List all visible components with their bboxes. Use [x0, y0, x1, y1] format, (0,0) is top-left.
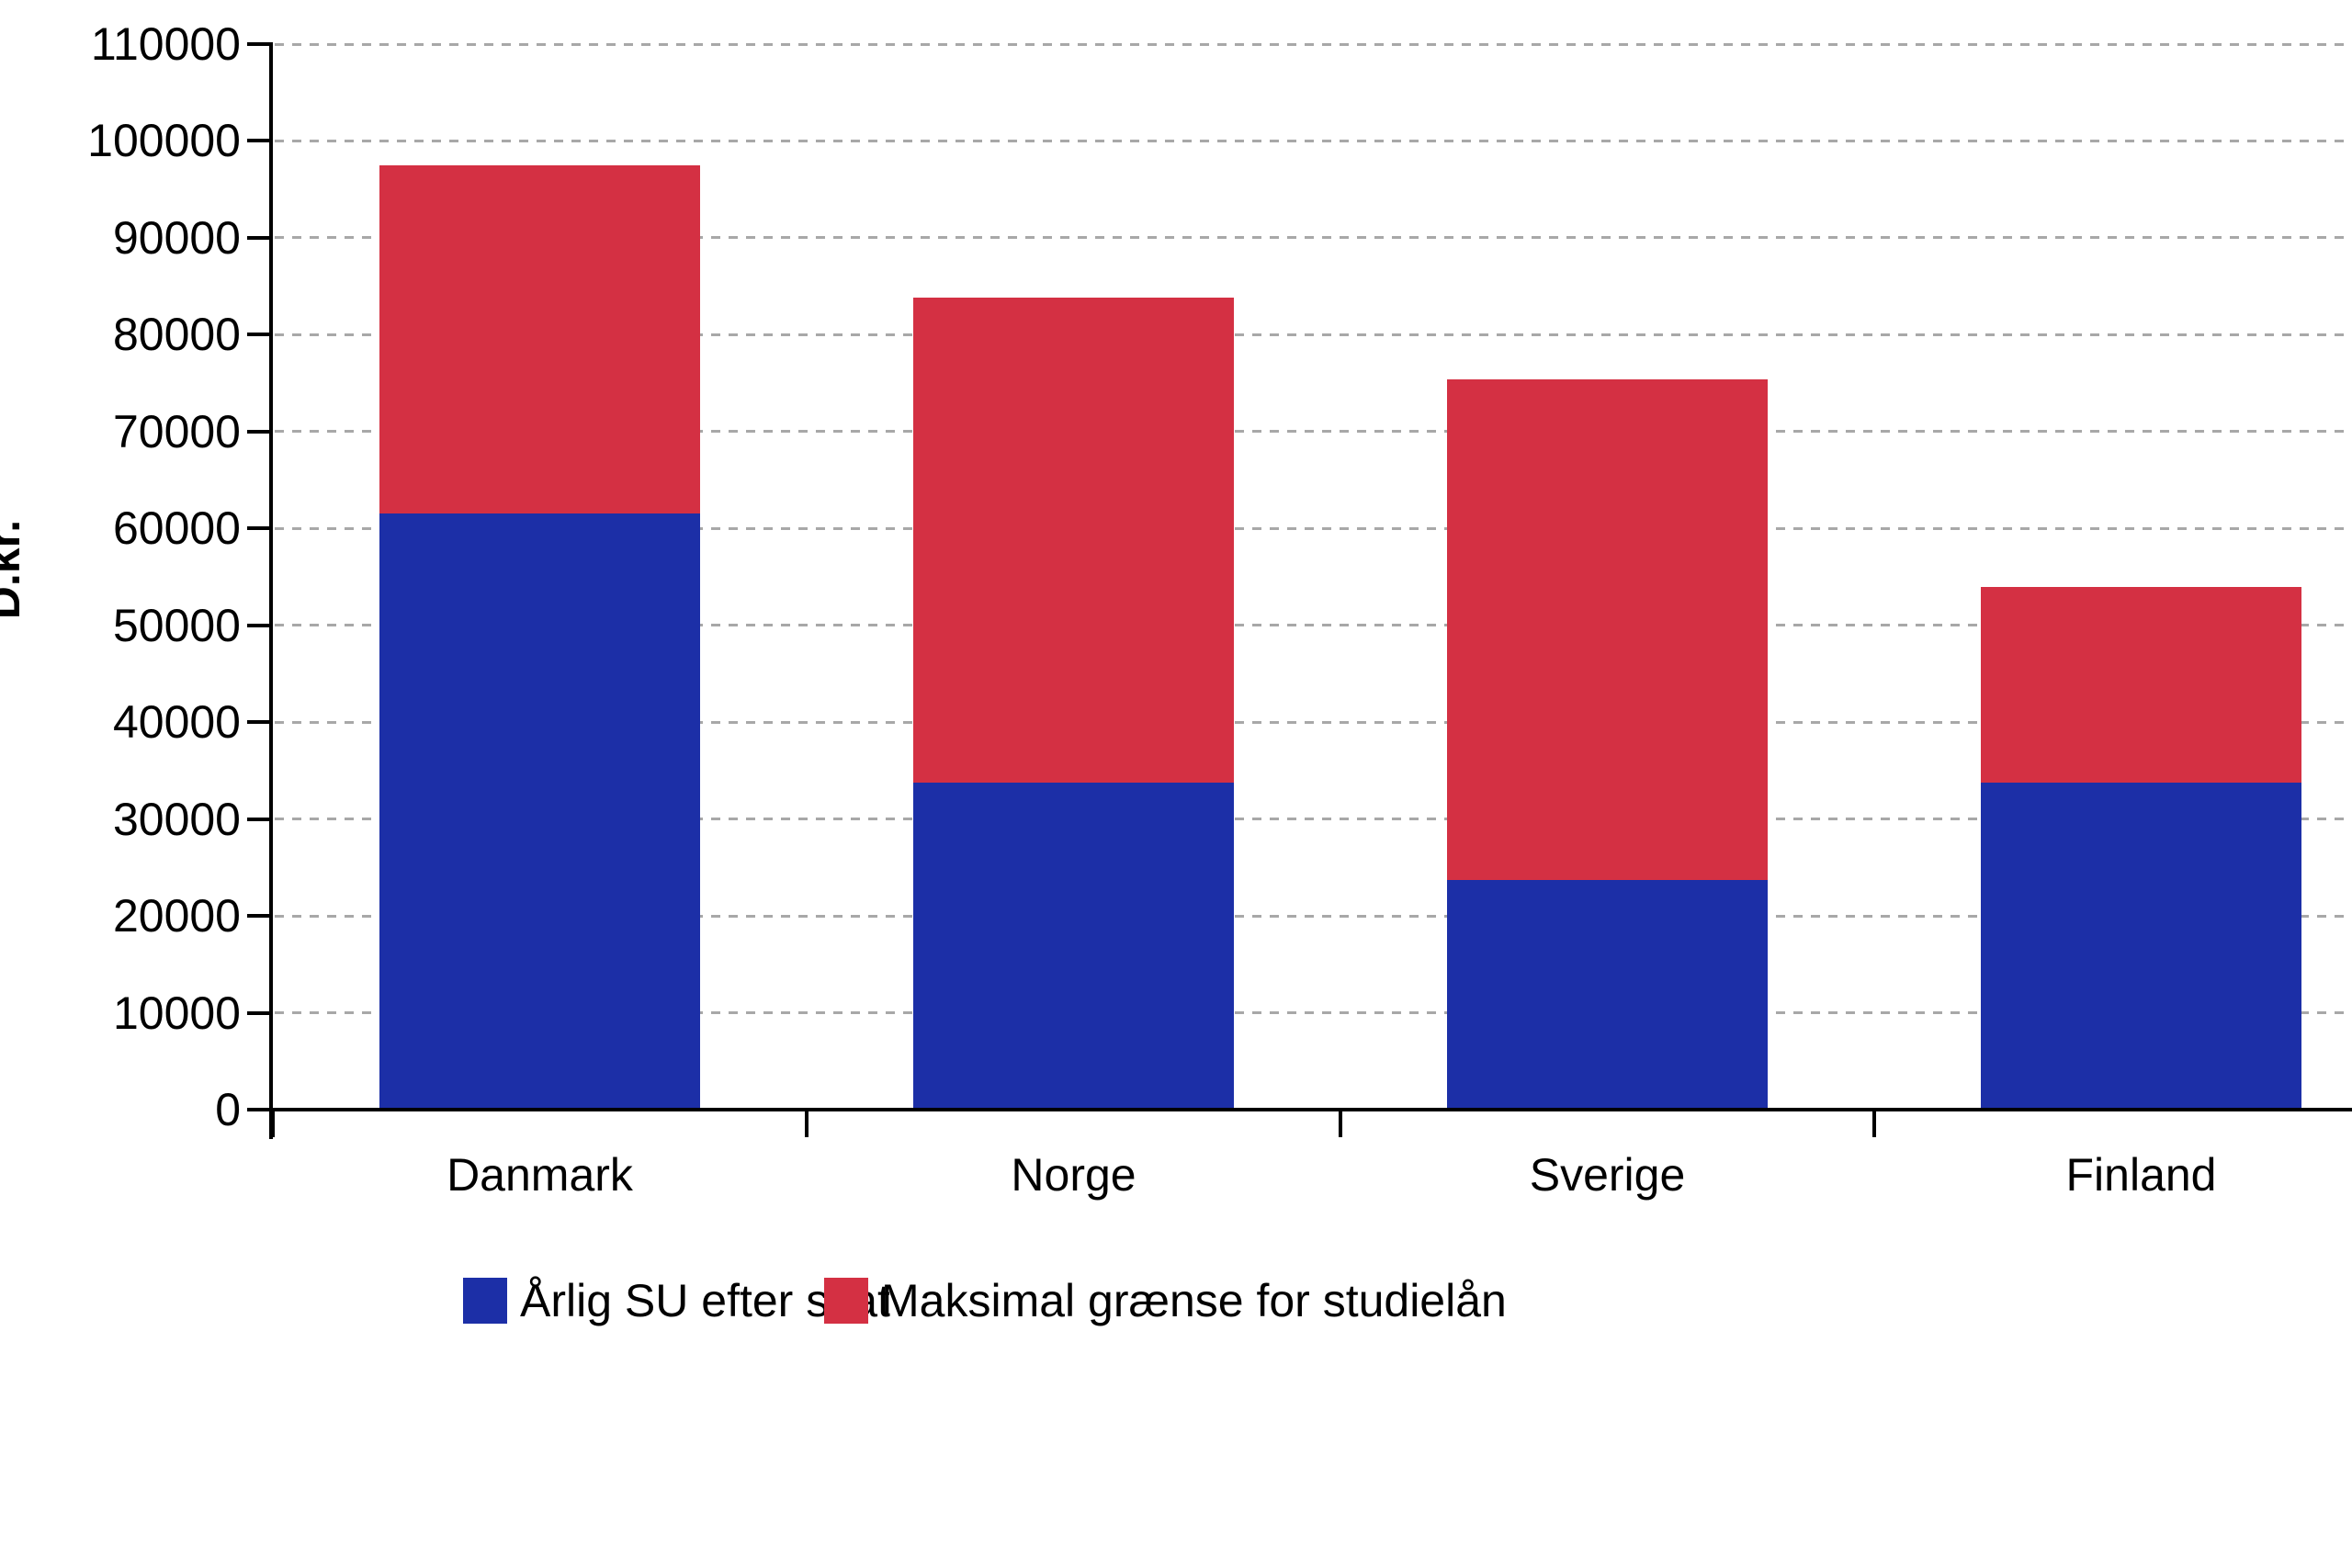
x-tick: [1339, 1111, 1342, 1137]
plot-area: [273, 42, 2352, 1110]
x-axis-line: [269, 1108, 2352, 1111]
y-tick: [247, 914, 273, 919]
gridline: [275, 139, 2352, 142]
x-category-label: Norge: [1011, 1149, 1136, 1201]
bar-segment: [913, 782, 1234, 1110]
y-tick-label: 90000: [112, 211, 241, 264]
x-tick: [271, 1111, 275, 1137]
y-tick: [247, 42, 273, 46]
y-tick: [247, 526, 273, 531]
y-tick-label: 50000: [112, 599, 241, 651]
gridline: [275, 818, 2352, 821]
y-tick: [247, 623, 273, 627]
y-tick-label: 60000: [112, 502, 241, 555]
gridline: [275, 526, 2352, 530]
y-tick-label: 110000: [90, 18, 241, 70]
y-tick: [247, 235, 273, 240]
bar-segment: [1981, 782, 2301, 1110]
y-tick-label: 10000: [112, 987, 241, 1039]
y-tick-label: 100000: [87, 115, 241, 167]
x-category-label: Danmark: [447, 1149, 633, 1201]
x-tick: [1872, 1111, 1876, 1137]
y-tick: [247, 429, 273, 434]
bar-segment: [379, 513, 700, 1110]
y-tick-label: 0: [215, 1084, 241, 1135]
y-tick: [247, 1010, 273, 1015]
bar-segment: [379, 164, 700, 514]
legend-label: Maksimal grænse for studielån: [881, 1275, 1507, 1326]
y-axis-line: [269, 44, 273, 1139]
gridline: [275, 236, 2352, 240]
x-category-label: Finland: [2065, 1149, 2217, 1201]
y-tick: [247, 1108, 273, 1111]
y-tick-label: 30000: [112, 793, 241, 845]
bar-segment: [1981, 586, 2301, 783]
legend-entry: Maksimal grænse for studielån: [824, 1277, 1507, 1325]
x-category-label: Sverige: [1529, 1149, 1686, 1201]
legend-swatch-icon: [824, 1278, 868, 1324]
gridline: [275, 333, 2352, 336]
gridline: [275, 1011, 2352, 1015]
bar-segment: [913, 298, 1234, 783]
gridline: [275, 720, 2352, 724]
gridline: [275, 42, 2352, 46]
gridline: [275, 914, 2352, 918]
gridline: [275, 624, 2352, 627]
y-tick: [247, 720, 273, 725]
x-tick: [805, 1111, 808, 1137]
y-tick-label: 70000: [112, 405, 241, 457]
gridline: [275, 430, 2352, 434]
y-tick: [247, 139, 273, 143]
y-tick: [247, 817, 273, 821]
y-tick-label: 20000: [112, 890, 241, 942]
y-tick: [247, 333, 273, 337]
legend-swatch-icon: [463, 1278, 507, 1324]
y-tick-label: 40000: [112, 696, 241, 749]
bar-segment: [1447, 880, 1768, 1110]
y-tick-label: 80000: [112, 309, 241, 361]
bar-segment: [1447, 378, 1768, 881]
